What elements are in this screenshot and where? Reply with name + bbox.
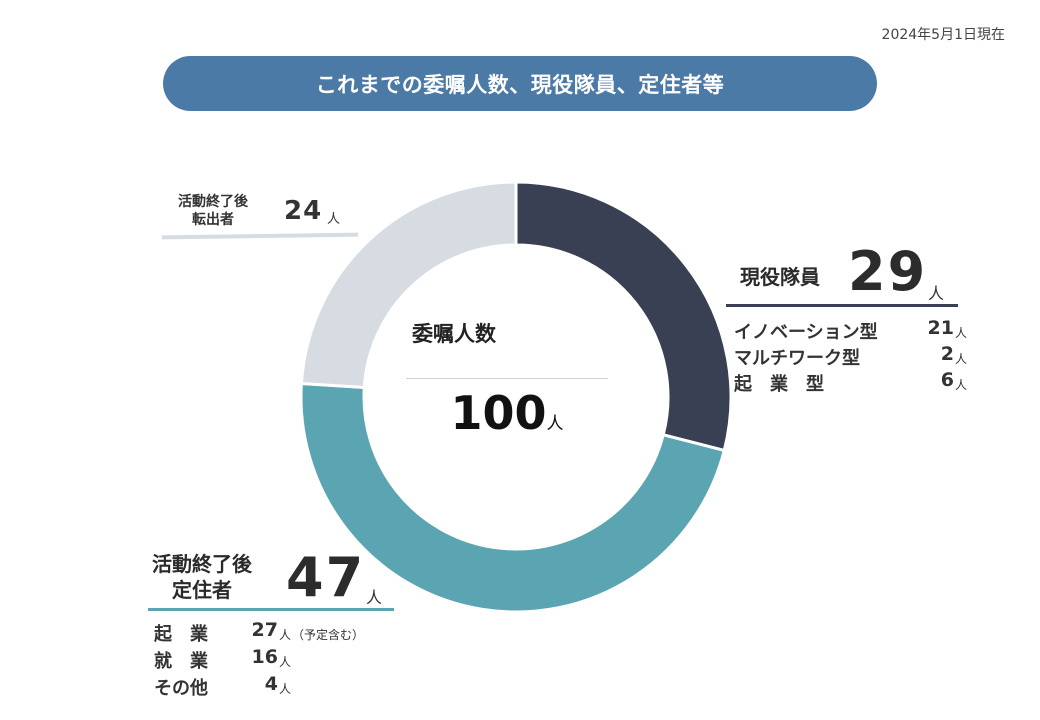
active-item-value: 2	[940, 343, 954, 365]
settled-item-unit: 人	[279, 655, 292, 669]
settled-count-unit: 人	[366, 588, 383, 607]
center-total-unit: 人	[546, 414, 564, 434]
settled-count: 47	[286, 546, 366, 609]
settled-item-label: 起 業	[154, 624, 208, 645]
banner-title-text: これまでの委嘱人数、現役隊員、定住者等	[315, 72, 725, 97]
settled-item-value: 4	[264, 673, 278, 695]
active-count-unit: 人	[928, 284, 945, 303]
center-total-number: 100	[450, 386, 547, 440]
settled-item-label: その他	[154, 678, 208, 699]
center-divider	[406, 378, 608, 379]
settled-item-value: 27	[251, 619, 278, 641]
settled-title-line2: 定住者	[172, 578, 232, 602]
donut-slice	[514, 180, 733, 453]
settled-title: 活動終了後 定住者	[152, 551, 252, 603]
donut-slice	[299, 381, 727, 614]
settled-item-unit: 人	[279, 628, 292, 642]
moved-count: 24	[284, 196, 323, 226]
moved-title-line2: 転出者	[192, 212, 234, 228]
moved-count-unit: 人	[327, 212, 341, 227]
center-total: 100人	[406, 386, 608, 440]
moved-title: 活動終了後 転出者	[178, 193, 248, 229]
active-item-value: 21	[927, 317, 954, 339]
active-item-label: イノベーション型	[734, 322, 878, 343]
settled-item-note: （予定含む）	[292, 628, 365, 642]
active-count: 29	[848, 240, 928, 303]
moved-title-line1: 活動終了後	[178, 194, 248, 210]
active-item-unit: 人	[955, 326, 968, 340]
active-item-value: 6	[940, 369, 954, 391]
settled-title-line1: 活動終了後	[152, 552, 252, 576]
active-title: 現役隊員	[740, 265, 820, 289]
settled-underline	[148, 608, 394, 611]
banner-title: これまでの委嘱人数、現役隊員、定住者等	[163, 56, 877, 111]
active-item-label: マルチワーク型	[734, 348, 860, 369]
active-item-unit: 人	[955, 352, 968, 366]
settled-item-value: 16	[251, 646, 278, 668]
center-title: 委嘱人数	[412, 322, 496, 346]
donut-slice	[299, 180, 518, 390]
date-note: 2024年5月1日現在	[881, 27, 1005, 43]
active-item-unit: 人	[955, 378, 968, 392]
settled-item-label: 就 業	[154, 651, 208, 672]
active-underline	[726, 304, 958, 307]
settled-item-unit: 人	[279, 682, 292, 696]
active-item-label: 起 業 型	[734, 374, 824, 395]
